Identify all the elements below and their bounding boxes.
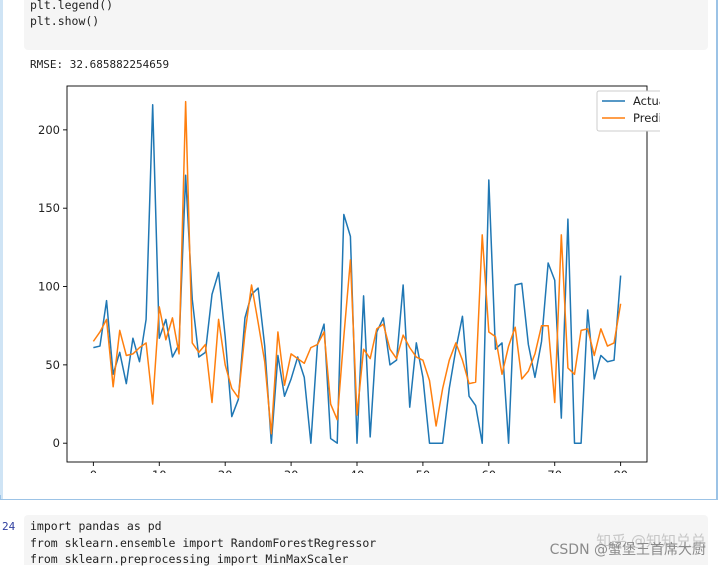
cell-border <box>716 0 718 500</box>
y-tick-label: 150 <box>38 201 60 215</box>
previous-code-cell[interactable]: plt.legend() plt.show() <box>24 0 708 50</box>
cell-focus-bar <box>0 0 3 500</box>
series-line-predicted <box>92 100 622 435</box>
cell-border-bottom <box>0 495 717 500</box>
x-tick-label: 30 <box>284 468 299 473</box>
x-tick-label: 10 <box>152 468 167 473</box>
x-tick-label: 0 <box>90 468 97 473</box>
x-tick-label: 50 <box>416 468 431 473</box>
legend-label: Actual <box>633 94 660 108</box>
next-code-cell[interactable]: import pandas as pd from sklearn.ensembl… <box>24 515 708 566</box>
rmse-output-text: RMSE: 32.685882254659 <box>30 58 170 71</box>
cell-prompt: 24 <box>2 520 16 533</box>
code-line: from sklearn.preprocessing import MinMax… <box>30 552 349 566</box>
y-tick-label: 50 <box>45 358 60 372</box>
x-tick-label: 70 <box>547 468 562 473</box>
code-line: from sklearn.ensemble import RandomFores… <box>30 536 377 550</box>
code-line: plt.show() <box>30 14 100 28</box>
legend-label: Predicted <box>633 111 660 125</box>
code-line: import pandas as pd <box>30 519 162 533</box>
y-axis: 0 50 100 150 200 <box>38 123 67 450</box>
x-tick-label: 60 <box>481 468 496 473</box>
series-lines <box>92 100 622 444</box>
csdn-watermark: CSDN @蟹堡王首席大厨 <box>549 542 706 558</box>
line-chart: 0 50 100 150 200 0 10 20 30 40 50 60 70 80 Actual Pre… <box>38 85 660 473</box>
y-tick-label: 0 <box>53 436 60 450</box>
legend-items: Actual Predicted <box>602 94 660 125</box>
y-tick-label: 100 <box>38 280 60 294</box>
code-line: plt.legend() <box>30 0 114 12</box>
x-tick-label: 20 <box>218 468 233 473</box>
x-tick-label: 40 <box>350 468 365 473</box>
y-tick-label: 200 <box>38 123 60 137</box>
x-axis: 0 10 20 30 40 50 60 70 80 <box>90 462 628 473</box>
zhihu-watermark: 知乎 @知知兑兑 <box>596 532 706 550</box>
x-tick-label: 80 <box>613 468 628 473</box>
